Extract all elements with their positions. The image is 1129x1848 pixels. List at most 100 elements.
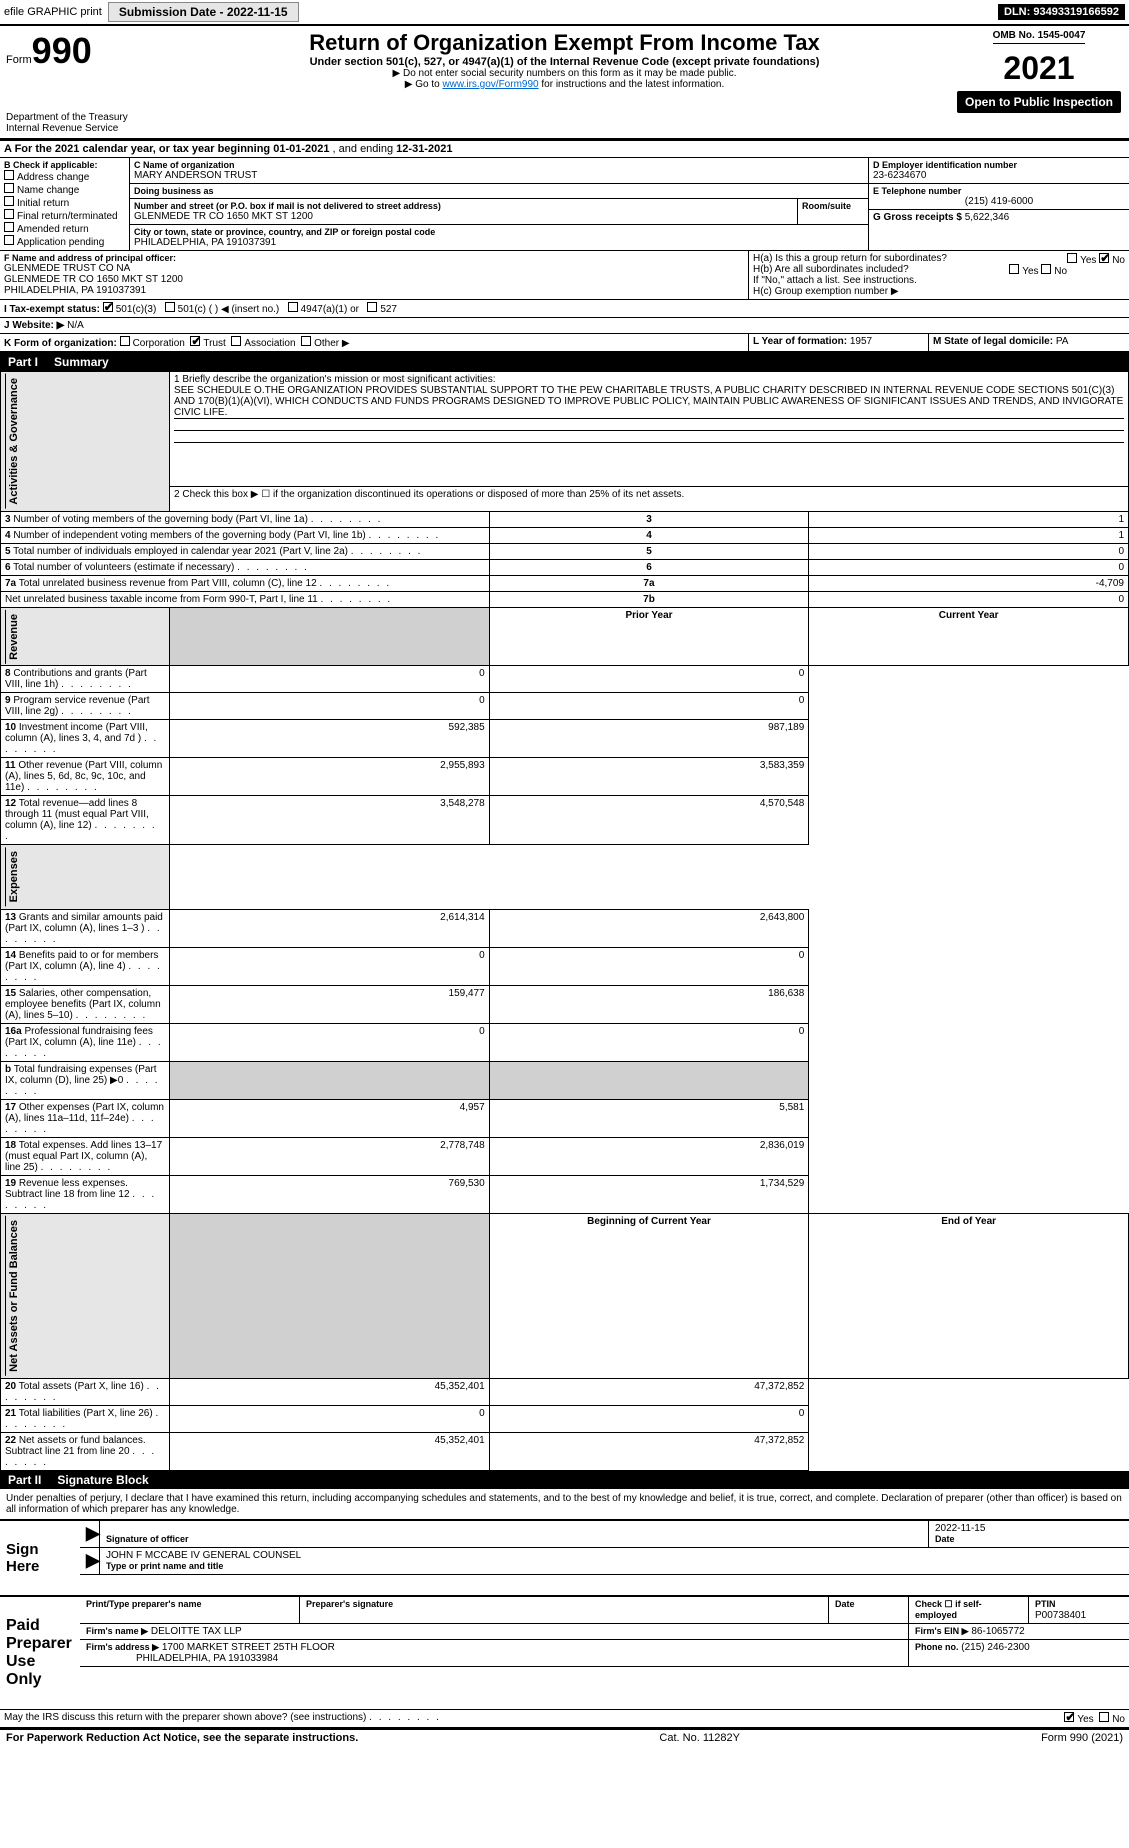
part-1-label: Part I (8, 355, 38, 369)
prior-val: 4,957 (170, 1099, 490, 1137)
part-2-label: Part II (8, 1473, 41, 1487)
m-value: PA (1056, 336, 1069, 347)
footer-right: Form 990 (2021) (1041, 1732, 1123, 1744)
self-emp-label: Check ☐ if self-employed (915, 1599, 982, 1620)
gov-line-val: 0 (809, 543, 1129, 559)
curr-val: 1,734,529 (489, 1175, 809, 1213)
submission-date-button[interactable]: Submission Date - 2022-11-15 (108, 2, 299, 22)
curr-val: 5,581 (489, 1099, 809, 1137)
a-begin: 01-01-2021 (273, 143, 329, 155)
irs-link[interactable]: www.irs.gov/Form990 (442, 79, 538, 90)
hb-text: H(b) Are all subordinates included? (753, 264, 909, 275)
sig-date-val: 2022-11-15 (935, 1523, 985, 1534)
k-corp-cb[interactable] (120, 336, 130, 346)
hb-note: If "No," attach a list. See instructions… (753, 275, 1125, 286)
part-2-title: Signature Block (57, 1473, 148, 1487)
firm-ein-label: Firm's EIN ▶ (915, 1626, 969, 1636)
discuss-no-cb[interactable] (1099, 1712, 1109, 1722)
i-4947-cb[interactable] (288, 302, 298, 312)
firm-phone-label: Phone no. (915, 1642, 959, 1652)
b-opt-label: Address change (17, 172, 89, 183)
curr-val: 4,570,548 (489, 796, 809, 845)
ptin-label: PTIN (1035, 1599, 1056, 1609)
prior-val: 2,955,893 (170, 758, 490, 796)
mission-text: SEE SCHEDULE O.THE ORGANIZATION PROVIDES… (174, 385, 1124, 419)
curr-val: 0 (489, 666, 809, 693)
table-line-text: 22 Net assets or fund balances. Subtract… (1, 1432, 170, 1470)
part-2-header: Part II Signature Block (0, 1471, 1129, 1489)
e-label: E Telephone number (873, 186, 1125, 196)
table-line-text: 13 Grants and similar amounts paid (Part… (1, 909, 170, 947)
main-title: Return of Organization Exempt From Incom… (184, 30, 945, 56)
efile-label: efile GRAPHIC print (4, 6, 102, 18)
k-o1: Corporation (133, 338, 185, 349)
gov-line-text: 3 Number of voting members of the govern… (1, 511, 490, 527)
blank-b (170, 607, 490, 666)
ha-no-cb[interactable] (1099, 253, 1109, 263)
b-opt-cb[interactable] (4, 222, 14, 232)
k-assoc-cb[interactable] (231, 336, 241, 346)
part-1-header: Part I Summary (0, 353, 1129, 371)
discuss-yes-cb[interactable] (1064, 1712, 1074, 1722)
b-opt-cb[interactable] (4, 170, 14, 180)
street-value: GLENMEDE TR CO 1650 MKT ST 1200 (134, 211, 793, 222)
curr-val: 47,372,852 (489, 1432, 809, 1470)
prior-val: 2,614,314 (170, 909, 490, 947)
form-label: Form (6, 54, 32, 66)
table-line-text: 14 Benefits paid to or for members (Part… (1, 947, 170, 985)
gov-line-text: 5 Total number of individuals employed i… (1, 543, 490, 559)
curr-val: 47,372,852 (489, 1378, 809, 1405)
firm-name-label: Firm's name ▶ (86, 1626, 148, 1636)
no-label-2: No (1054, 266, 1067, 277)
b-opt-label: Name change (17, 185, 79, 196)
discuss-yes: Yes (1077, 1714, 1093, 1725)
gov-line-num: 5 (489, 543, 809, 559)
street-label: Number and street (or P.O. box if mail i… (134, 201, 793, 211)
paid-preparer-label: Paid Preparer Use Only (0, 1597, 80, 1709)
curr-val: 186,638 (489, 985, 809, 1023)
top-bar: efile GRAPHIC print Submission Date - 20… (0, 0, 1129, 24)
i-label: I Tax-exempt status: (4, 304, 100, 315)
gov-line-val: -4,709 (809, 575, 1129, 591)
k-trust-cb[interactable] (190, 336, 200, 346)
prior-val: 45,352,401 (170, 1432, 490, 1470)
firm-ein: 86-1065772 (971, 1626, 1024, 1637)
footer-left: For Paperwork Reduction Act Notice, see … (6, 1732, 358, 1744)
i-527-cb[interactable] (367, 302, 377, 312)
l-label: L Year of formation: (753, 336, 847, 347)
b-opt-cb[interactable] (4, 196, 14, 206)
k-other-cb[interactable] (301, 336, 311, 346)
paid-preparer-block: Paid Preparer Use Only Print/Type prepar… (0, 1595, 1129, 1709)
yes-label: Yes (1080, 255, 1096, 266)
prior-val: 0 (170, 947, 490, 985)
b-opt-cb[interactable] (4, 209, 14, 219)
form-header: Form990 Department of the Treasury Inter… (0, 24, 1129, 140)
no-label: No (1112, 255, 1125, 266)
i-501c3-cb[interactable] (103, 302, 113, 312)
i-501c-cb[interactable] (165, 302, 175, 312)
table-line-text: 20 Total assets (Part X, line 16) (1, 1378, 170, 1405)
form-number: 990 (32, 30, 92, 71)
hb-no-cb[interactable] (1041, 264, 1051, 274)
a-mid: , and ending (333, 143, 397, 155)
curr-val (489, 1061, 809, 1099)
hb-yes-cb[interactable] (1009, 264, 1019, 274)
ha-yes-cb[interactable] (1067, 253, 1077, 263)
line-2: 2 Check this box ▶ ☐ if the organization… (170, 486, 1129, 511)
prior-val: 0 (170, 693, 490, 720)
discuss-row: May the IRS discuss this return with the… (0, 1709, 1129, 1729)
b-opt-cb[interactable] (4, 183, 14, 193)
name-title-label: Type or print name and title (106, 1561, 223, 1571)
h-a: H(a) Is this a group return for subordin… (753, 253, 1125, 264)
officer-name-title: JOHN F MCCABE IV GENERAL COUNSEL (106, 1550, 301, 1561)
sign-here-block: Sign Here ▶ Signature of officer 2022-11… (0, 1519, 1129, 1595)
hdr-prior: Prior Year (489, 607, 809, 666)
discuss-text: May the IRS discuss this return with the… (4, 1712, 366, 1723)
d-label: D Employer identification number (873, 160, 1125, 170)
b-opt-cb[interactable] (4, 235, 14, 245)
line-1-label: 1 Briefly describe the organization's mi… (174, 374, 1124, 385)
table-line-text: 18 Total expenses. Add lines 13–17 (must… (1, 1137, 170, 1175)
table-line-text: 19 Revenue less expenses. Subtract line … (1, 1175, 170, 1213)
firm-addr2: PHILADELPHIA, PA 191033984 (136, 1653, 278, 1664)
gov-line-val: 0 (809, 591, 1129, 607)
